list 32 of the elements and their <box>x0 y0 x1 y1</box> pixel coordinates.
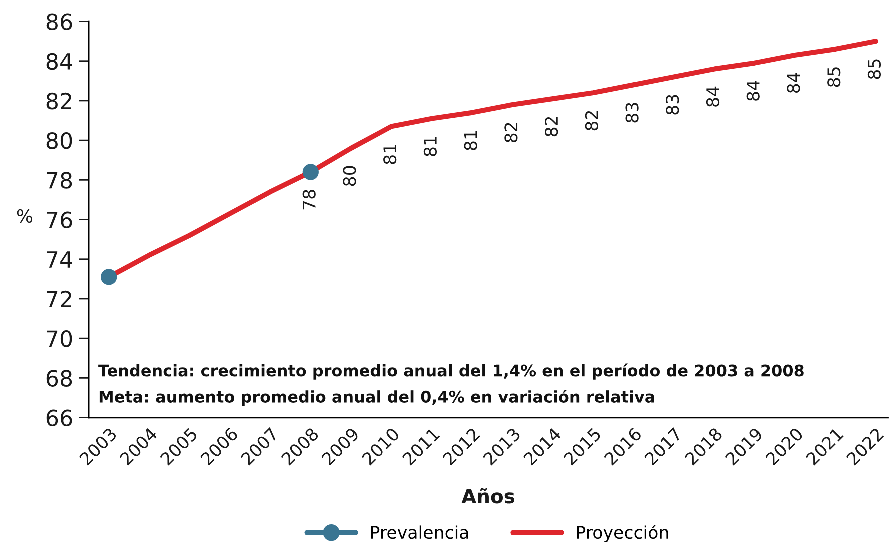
data-label: 78 <box>302 190 316 210</box>
data-label: 83 <box>626 103 639 123</box>
data-label: 80 <box>343 166 356 186</box>
x-axis-title: Años <box>462 488 514 504</box>
data-label: 85 <box>828 68 841 88</box>
data-label: 83 <box>666 95 680 115</box>
y-tick-label: 86 <box>46 14 72 31</box>
data-label: 82 <box>504 123 518 143</box>
y-tick-label: 66 <box>46 410 72 427</box>
y-tick-label: 70 <box>47 330 72 348</box>
data-label: 84 <box>746 80 760 101</box>
data-label: 84 <box>787 73 800 94</box>
y-tick-label: 68 <box>46 370 72 387</box>
y-tick-label: 84 <box>46 53 72 70</box>
y-axis-title: % <box>17 209 33 224</box>
legend-label: Proyección <box>577 525 668 542</box>
y-tick-label: 72 <box>47 290 72 308</box>
data-label: 82 <box>585 111 598 131</box>
annotation: Meta: aumento promedio anual del 0,4% en variación relativa <box>100 390 654 406</box>
y-tick-label: 78 <box>47 172 72 189</box>
legend-label: Prevalencia <box>371 526 468 540</box>
data-label: 82 <box>544 117 558 137</box>
y-tick-label: 76 <box>47 212 72 229</box>
data-label: 85 <box>868 60 882 80</box>
annotation: Tendencia: crecimiento promedio anual del 1,4% en el período de 2003 a 2008 <box>98 364 804 380</box>
y-tick-label: 74 <box>47 252 72 268</box>
data-label: 81 <box>464 131 478 150</box>
y-tick-label: 80 <box>46 132 72 150</box>
data-label: 84 <box>706 86 720 107</box>
y-tick-label: 82 <box>46 92 72 110</box>
data-label: 81 <box>384 144 397 164</box>
data-label: 81 <box>424 137 438 156</box>
